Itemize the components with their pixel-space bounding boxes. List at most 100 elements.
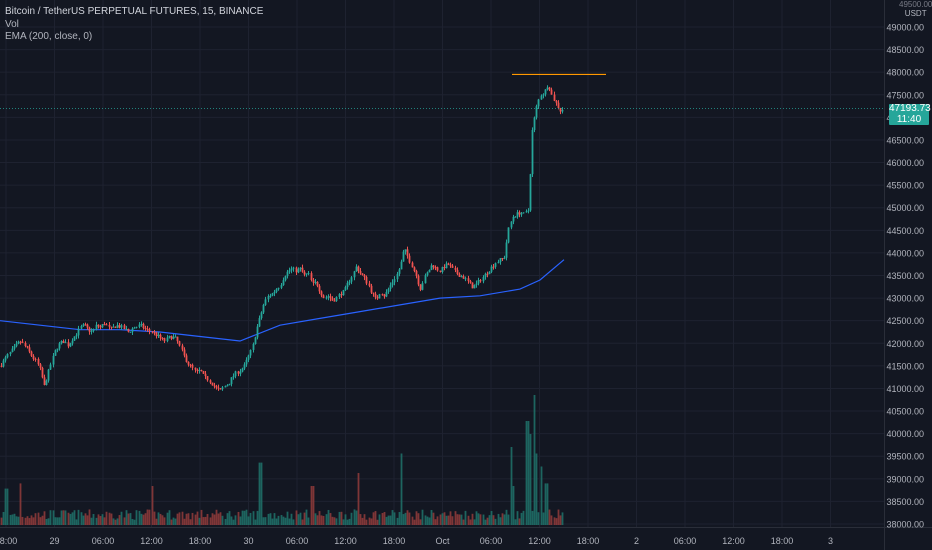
volume-bar [125, 510, 128, 525]
candle-body [387, 288, 390, 292]
volume-bar [510, 447, 513, 525]
volume-bar [54, 517, 57, 525]
candle-body [6, 354, 9, 358]
candle-body [41, 367, 44, 378]
volume-bar [542, 512, 545, 525]
x-tick-label: 2 [634, 536, 639, 546]
volume-bar [105, 511, 108, 525]
volume-bar [189, 519, 192, 525]
candle-body [239, 371, 242, 374]
candle-body [267, 296, 270, 300]
candle-body [370, 285, 373, 293]
candle-body [189, 364, 192, 366]
candle-body [116, 325, 119, 328]
volume-bar [503, 514, 506, 525]
volume-bar [303, 512, 306, 525]
y-tick-label: 45000.00 [886, 203, 924, 213]
candle-body [15, 343, 18, 347]
volume-bar [71, 512, 74, 525]
volume-bar [417, 513, 420, 525]
candle-body [368, 283, 371, 286]
candle-body [99, 326, 102, 328]
candle-body [151, 331, 154, 333]
candle-body [342, 290, 345, 296]
candle-body [178, 341, 181, 346]
candle-body [146, 328, 149, 330]
candle-body [365, 276, 368, 284]
candle-body [181, 345, 184, 350]
candle-body [333, 300, 336, 302]
volume-bar [148, 509, 151, 525]
candle-body [260, 312, 263, 319]
candle-body [256, 326, 259, 338]
volume-bar [262, 517, 265, 525]
volume-bar [153, 511, 156, 525]
candle-body [374, 293, 377, 298]
volume-bar [314, 513, 317, 525]
candle-body [497, 261, 500, 264]
volume-bar [267, 513, 270, 525]
volume-bar [318, 511, 321, 525]
candle-body [286, 271, 289, 277]
volume-bar [230, 516, 233, 525]
candle-body [129, 331, 132, 333]
last-price-value: 47193.73 [889, 103, 931, 114]
candle-body [512, 216, 515, 222]
x-tick-label: 12:00 [140, 536, 163, 546]
volume-bar [34, 513, 37, 525]
currency-label[interactable]: 49500.00 USDT [899, 0, 932, 18]
candle-body [108, 324, 111, 327]
volume-bar [389, 515, 392, 525]
volume-bar [507, 514, 510, 525]
candle-body [398, 269, 401, 274]
volume-bar [92, 514, 95, 525]
volume-bar [241, 510, 244, 525]
candle-body [161, 337, 164, 339]
volume-bar [451, 516, 454, 525]
candle-body [307, 273, 310, 275]
candle-body [58, 343, 61, 349]
candle-body [84, 324, 87, 326]
volume-bar [376, 519, 379, 525]
volume-bar [161, 515, 164, 525]
volume-bar [258, 462, 261, 525]
candle-body [56, 348, 59, 351]
volume-bar [60, 510, 63, 525]
volume-bar [361, 517, 364, 525]
candle-body [159, 334, 162, 338]
candle-body [527, 210, 530, 212]
volume-bar [202, 517, 205, 525]
candle-body [82, 324, 85, 327]
volume-bars [0, 395, 564, 525]
volume-bar [168, 510, 171, 525]
candle-body [125, 328, 128, 330]
candle-body [131, 328, 134, 332]
volume-bar [525, 421, 528, 525]
ema-indicator-label[interactable]: EMA (200, close, 0) [5, 31, 93, 42]
volume-bar [26, 516, 29, 525]
candle-body [221, 387, 224, 390]
y-tick-label: 39500.00 [886, 452, 924, 462]
volume-bar [445, 515, 448, 525]
candle-body [424, 275, 427, 284]
volume-bar [329, 513, 332, 525]
volume-bar [460, 514, 463, 525]
volume-bar [522, 510, 525, 525]
candle-body [105, 324, 108, 326]
candle-body [533, 117, 536, 130]
symbol-title[interactable]: Bitcoin / TetherUS PERPETUAL FUTURES, 15… [5, 6, 264, 17]
candle-body [355, 266, 358, 272]
candle-body [39, 364, 42, 368]
volume-indicator-label[interactable]: Vol [5, 18, 19, 30]
volume-bar [32, 517, 35, 525]
candle-body [71, 340, 74, 344]
volume-bar [546, 483, 549, 525]
x-tick-label: Oct [435, 536, 450, 546]
y-tick-label: 46500.00 [886, 135, 924, 145]
candle-body [200, 370, 203, 372]
candle-body [127, 328, 130, 332]
x-tick-label: 12:00 [722, 536, 745, 546]
volume-bar [426, 516, 429, 525]
candle-body [316, 281, 319, 286]
